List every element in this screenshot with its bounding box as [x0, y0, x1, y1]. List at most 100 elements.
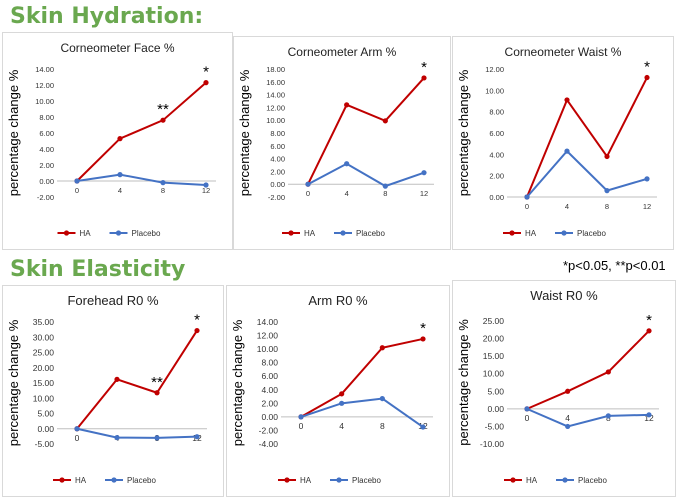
- data-point: [382, 118, 388, 124]
- y-tick-label: 18.00: [266, 65, 285, 74]
- legend-label: HA: [300, 476, 312, 485]
- legend-label: Placebo: [578, 476, 607, 485]
- chart-panel: Arm R0 % percentage change % -4.00 -2.00 0.0…: [226, 285, 450, 497]
- series-line-placebo: [76, 427, 198, 439]
- series-line-placebo: [526, 407, 650, 428]
- data-point: [564, 97, 570, 103]
- data-point: [114, 434, 120, 441]
- chart-panel: Corneometer Arm % percentage change % -2.0…: [233, 36, 451, 250]
- series-line-placebo: [526, 149, 648, 198]
- chart-title: Forehead R0 %: [67, 293, 158, 308]
- y-tick-label: 5.00: [487, 386, 504, 396]
- x-tick-label: 12: [420, 189, 428, 198]
- series-line-ha: [526, 330, 650, 410]
- significance-marker: *: [646, 312, 652, 329]
- section-title-hydration: Skin Hydration:: [10, 4, 204, 29]
- y-tick-label: 14.00: [35, 65, 54, 74]
- x-tick-label: 0: [75, 433, 80, 443]
- significance-marker: *: [420, 320, 426, 337]
- line-chart: Corneometer Face % percentage change % -2.…: [6, 41, 216, 238]
- y-axis-label: percentage change %: [6, 69, 21, 196]
- significance-marker: **: [157, 101, 169, 118]
- chart-title: Corneometer Arm %: [288, 45, 397, 59]
- y-tick-label: 12.00: [35, 81, 54, 90]
- series-line-placebo: [76, 173, 207, 186]
- data-point: [339, 400, 345, 406]
- data-point: [605, 369, 611, 375]
- series-line-ha: [307, 77, 425, 185]
- legend-marker: [111, 477, 117, 483]
- y-tick-label: 2.00: [270, 167, 285, 176]
- data-point: [339, 391, 345, 397]
- x-tick-label: 0: [75, 186, 79, 195]
- y-tick-label: 8.00: [39, 113, 54, 122]
- data-point: [604, 188, 610, 194]
- legend-label: HA: [75, 476, 87, 485]
- x-tick-label: 12: [644, 413, 654, 423]
- y-tick-label: 8.00: [489, 108, 504, 117]
- y-tick-label: -5.00: [485, 421, 505, 431]
- legend-label: HA: [80, 229, 92, 238]
- y-tick-label: 14.00: [266, 91, 285, 100]
- series-line-ha: [76, 329, 198, 430]
- y-tick-label: 15.00: [33, 378, 55, 388]
- data-point: [305, 181, 311, 187]
- x-tick-label: 8: [605, 202, 609, 211]
- y-tick-label: -2.00: [268, 193, 285, 202]
- legend-marker: [562, 477, 568, 483]
- data-point: [74, 426, 80, 432]
- data-point: [379, 345, 385, 351]
- y-tick-label: 4.00: [261, 385, 278, 395]
- y-tick-label: 6.00: [261, 371, 278, 381]
- data-point: [646, 328, 652, 334]
- data-point: [160, 117, 166, 123]
- x-tick-label: 12: [643, 202, 651, 211]
- significance-marker: *: [421, 59, 427, 76]
- y-axis-label: percentage change %: [456, 69, 471, 196]
- legend-marker: [115, 230, 122, 236]
- y-tick-label: 0.00: [270, 180, 285, 189]
- y-tick-label: 2.00: [489, 172, 504, 181]
- data-point: [564, 148, 570, 154]
- x-tick-label: 8: [380, 421, 385, 431]
- data-point: [160, 180, 166, 186]
- x-tick-label: 8: [161, 186, 165, 195]
- y-tick-label: 10.00: [33, 393, 55, 403]
- y-tick-label: 6.00: [39, 129, 54, 138]
- chart-panel: Forehead R0 % percentage change % -5.00 0.0…: [2, 285, 224, 497]
- legend-label: Placebo: [356, 229, 385, 238]
- data-point: [524, 406, 530, 412]
- data-point: [74, 178, 80, 184]
- y-tick-label: 12.00: [485, 65, 504, 74]
- y-tick-label: 10.00: [257, 344, 279, 354]
- chart-title: Arm R0 %: [308, 293, 368, 308]
- y-axis-label: percentage change %: [230, 319, 245, 446]
- data-point: [203, 182, 209, 188]
- y-tick-label: 20.00: [483, 334, 505, 344]
- series-line-placebo: [300, 397, 424, 428]
- y-tick-label: 20.00: [33, 363, 55, 373]
- line-chart: Corneometer Waist % percentage change % 0.…: [456, 45, 657, 238]
- line-chart: Arm R0 % percentage change % -4.00 -2.00 0.0…: [230, 293, 433, 485]
- y-tick-label: 10.00: [485, 86, 504, 95]
- data-point: [604, 153, 610, 160]
- data-point: [194, 327, 200, 334]
- y-tick-label: 25.00: [33, 348, 55, 358]
- line-chart: Forehead R0 % percentage change % -5.00 0.0…: [6, 293, 207, 485]
- legend-label: Placebo: [577, 229, 606, 238]
- y-tick-label: 0.00: [261, 412, 278, 422]
- y-tick-label: 8.00: [270, 129, 285, 138]
- line-chart: Waist R0 % percentage change % -10.00 -5.00…: [456, 288, 659, 485]
- y-axis-label: percentage change %: [237, 69, 252, 196]
- series-line-ha: [76, 81, 207, 182]
- y-tick-label: 10.00: [266, 116, 285, 125]
- y-tick-label: 25.00: [483, 316, 505, 326]
- legend-marker: [59, 477, 65, 483]
- x-tick-label: 4: [565, 413, 570, 423]
- legend-marker: [284, 477, 290, 483]
- significance-marker: *: [203, 64, 209, 81]
- chart-panel: Corneometer Face % percentage change % -2.…: [2, 32, 233, 250]
- y-tick-label: -4.00: [259, 439, 279, 449]
- y-tick-label: 14.00: [257, 317, 279, 327]
- y-tick-label: 0.00: [489, 193, 504, 202]
